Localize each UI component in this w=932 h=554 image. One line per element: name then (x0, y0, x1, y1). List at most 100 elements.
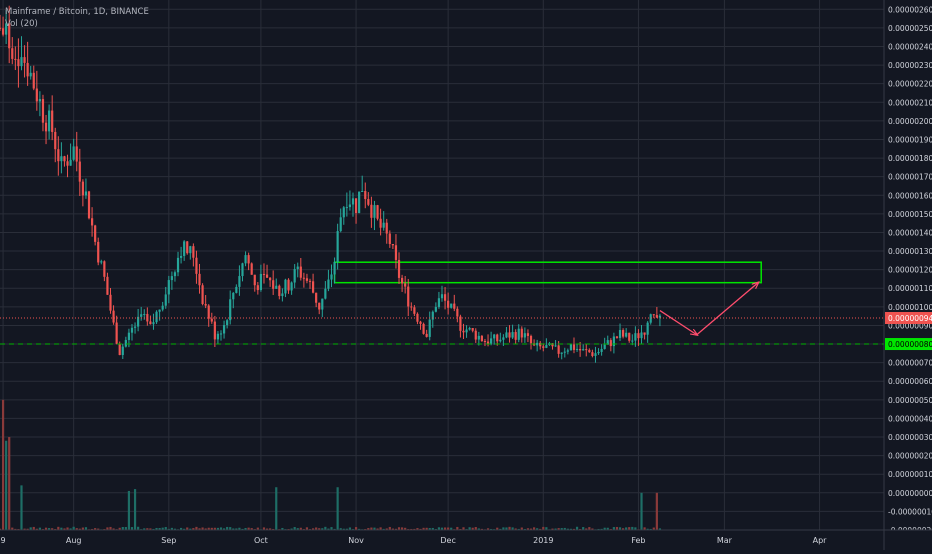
volume-bar (563, 527, 566, 530)
volume-bar (226, 526, 229, 530)
candle-body (376, 205, 379, 219)
volume-bar (219, 527, 223, 530)
volume-bar (14, 528, 17, 530)
volume-bar (575, 526, 579, 530)
volume-bar (26, 528, 29, 530)
candle-body (526, 333, 530, 336)
volume-bar (477, 528, 480, 530)
volume-bar (183, 528, 186, 530)
candle-body (373, 205, 376, 218)
candle-body (281, 293, 284, 297)
volume-bar (410, 528, 413, 530)
volume-bar (526, 528, 530, 530)
volume-bar (370, 527, 373, 530)
volume-bar (480, 528, 484, 530)
candle-body (419, 321, 422, 324)
projection-arrow[interactable] (696, 283, 758, 336)
volume-bar (63, 528, 66, 530)
candle-body (14, 58, 17, 60)
volume-bar (505, 527, 508, 530)
volume-bar (425, 527, 428, 530)
candle-body (443, 294, 447, 301)
candle-body (308, 280, 312, 282)
candle-body (404, 283, 407, 287)
volume-bar (137, 526, 140, 530)
volume-bar (643, 527, 646, 530)
candle-body (66, 161, 69, 166)
projection-arrow[interactable] (659, 310, 697, 335)
candle-body (149, 321, 152, 325)
volume-bar (149, 528, 152, 530)
candle-body (345, 207, 348, 209)
price-tick-label: 0.00000120 (888, 266, 932, 275)
price-tick-label: 0.00000250 (888, 24, 932, 33)
volume-bar (152, 528, 155, 530)
candle-body (103, 261, 106, 277)
volume-bar (179, 527, 183, 530)
candle-body (69, 159, 72, 166)
volume-bar (72, 526, 75, 530)
volume-bar (158, 528, 161, 530)
candle-body (625, 332, 628, 337)
candle-body (143, 313, 146, 315)
candle-body (311, 281, 315, 293)
candle-body (302, 277, 305, 279)
candle-body (23, 57, 26, 63)
candle-body (621, 330, 625, 337)
volume-bar (569, 528, 573, 530)
volume-bar (333, 528, 336, 530)
candle-body (385, 222, 388, 234)
candle-body (216, 333, 220, 340)
volume-bar (339, 528, 342, 530)
candle-body (140, 314, 143, 317)
price-tick-label: 0.00000170 (888, 173, 932, 182)
candle-body (465, 329, 468, 333)
candle-body (615, 336, 619, 338)
candle-body (198, 273, 201, 286)
volume-bar (32, 526, 35, 530)
candle-body (594, 353, 597, 356)
volume-bar (502, 527, 505, 530)
volume-bar (78, 528, 81, 530)
volume-bar (213, 527, 216, 530)
projection-arrows[interactable] (659, 283, 758, 336)
price-tick-label: 0.00000210 (888, 98, 932, 107)
candle-body (440, 294, 444, 299)
volume-indicator-label[interactable]: Vol (20) (5, 19, 38, 29)
symbol-title[interactable]: Mainframe / Bitcoin, 1D, BINANCE (5, 7, 149, 17)
volume-bar (557, 528, 560, 530)
time-tick-label: Oct (254, 536, 268, 545)
support-price-badge (885, 338, 932, 351)
candle-body (407, 286, 410, 307)
candle-body (5, 23, 8, 35)
volume-bar (634, 527, 637, 530)
volume-bar (404, 527, 407, 530)
price-axis[interactable]: 0.00000260 0.00000250 0.00000240 0.00000230… (884, 0, 932, 550)
candle-body (26, 62, 29, 77)
volume-bar (342, 528, 345, 530)
candle-body (152, 322, 155, 325)
volume-bar (431, 527, 434, 530)
candle-body (400, 277, 404, 284)
volume-bar (462, 527, 465, 530)
candle-body (496, 334, 499, 342)
candle-body (425, 333, 428, 337)
candle-body (161, 305, 164, 310)
volume-bar (618, 527, 622, 530)
candle-body (483, 341, 487, 343)
candle-body (628, 332, 631, 341)
volume-bar (532, 527, 536, 530)
volume-bar (388, 526, 391, 530)
candle-body (173, 272, 177, 277)
volume-bar (170, 527, 173, 530)
candle-body (167, 280, 170, 295)
candle-body (477, 335, 480, 340)
volume-bar (517, 528, 520, 530)
candle-body (545, 345, 548, 348)
candle-body (75, 146, 78, 162)
volume-bar (11, 527, 14, 530)
volume-bar (649, 528, 652, 530)
